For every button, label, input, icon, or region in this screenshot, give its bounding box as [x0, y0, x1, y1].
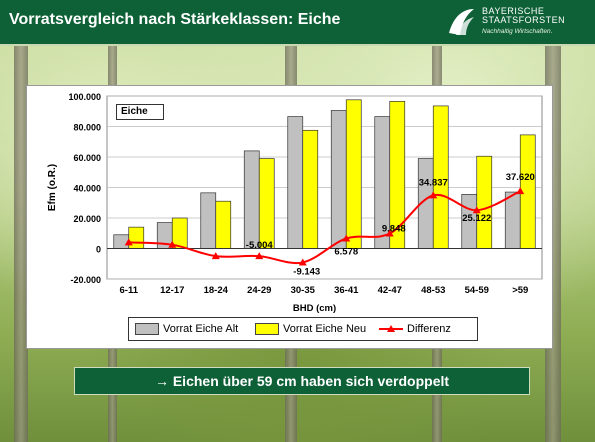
data-label: -9.143	[293, 266, 320, 277]
logo-tagline: Nachhaltig Wirtschaften.	[482, 28, 553, 35]
x-tick-label: 6-11	[120, 285, 139, 296]
legend-label-neu: Vorrat Eiche Neu	[283, 323, 367, 335]
logo-line1: BAYERISCHE	[482, 6, 545, 16]
bar-neu	[345, 99, 362, 249]
y-tick-label: 40.000	[73, 184, 101, 194]
header-bar: Vorratsvergleich nach Stärkeklassen: Eic…	[0, 0, 595, 46]
y-tick-label: 80.000	[73, 123, 101, 133]
differenz-marker	[472, 206, 481, 214]
differenz-marker	[124, 238, 133, 246]
logo-line2: STAATSFORSTEN	[482, 15, 566, 25]
x-tick-label: 24-29	[247, 285, 271, 296]
bar-neu	[215, 200, 232, 249]
legend-item-neu: Vorrat Eiche Neu	[255, 322, 366, 336]
bar-alt	[200, 192, 217, 249]
chart-inbox-label: Eiche	[116, 104, 164, 120]
bar-alt	[113, 234, 130, 249]
differenz-marker	[385, 229, 394, 237]
bar-alt	[504, 191, 521, 249]
differenz-marker	[255, 252, 264, 260]
y-tick-label: 20.000	[73, 214, 101, 224]
x-tick-label: >59	[512, 285, 528, 296]
x-axis-label: BHD (cm)	[293, 303, 336, 314]
data-label: 37.620	[506, 172, 535, 183]
x-tick-label: 12-17	[160, 285, 184, 296]
chart-panel: -20.000 0 20.000 40.000 60.000 80.000 100.000 6…	[26, 85, 553, 349]
x-tick-label: 54-59	[465, 285, 489, 296]
bar-alt	[330, 110, 347, 249]
data-label: -5.004	[246, 240, 274, 251]
x-tick-label: 18-24	[204, 285, 229, 296]
differenz-marker	[168, 240, 177, 248]
legend-label-alt: Vorrat Eiche Alt	[163, 323, 239, 335]
conclusion-banner: → Eichen über 59 cm haben sich verdoppel…	[74, 367, 530, 395]
y-tick-label: 60.000	[73, 153, 101, 163]
legend-label-diff: Differenz	[407, 323, 451, 335]
bar-neu	[171, 217, 188, 249]
bar-neu	[302, 129, 319, 249]
bar-alt	[287, 116, 304, 249]
differenz-marker	[211, 252, 220, 260]
bar-neu	[476, 155, 493, 249]
y-axis-label: Efm (o.R.)	[47, 164, 58, 211]
legend-swatch-neu	[255, 323, 279, 336]
x-tick-label: 30-35	[291, 285, 316, 296]
differenz-marker	[298, 258, 307, 266]
chart-legend: Vorrat Eiche Alt Vorrat Eiche Neu Differ…	[128, 317, 478, 341]
bar-alt	[243, 150, 260, 249]
data-label: 6.578	[334, 246, 358, 257]
logo: BAYERISCHE STAATSFORSTEN Nachhaltig Wirt…	[440, 3, 590, 41]
chart: -20.000 0 20.000 40.000 60.000 80.000 100.000 6…	[47, 92, 543, 314]
legend-swatch-diff	[379, 325, 403, 333]
legend-swatch-alt	[135, 323, 159, 336]
y-tick-label: 0	[96, 245, 101, 255]
page-title: Vorratsvergleich nach Stärkeklassen: Eic…	[9, 11, 341, 28]
differenz-line	[128, 190, 521, 265]
x-tick-label: 36-41	[334, 285, 359, 296]
y-tick-label: -20.000	[70, 275, 101, 285]
differenz-marker	[516, 187, 525, 195]
differenz-marker	[429, 191, 438, 199]
y-tick-label: 100.000	[68, 92, 101, 102]
legend-item-diff: Differenz	[379, 322, 451, 336]
data-label: 25.122	[462, 213, 491, 224]
legend-item-alt: Vorrat Eiche Alt	[135, 322, 238, 336]
differenz-marker	[342, 234, 351, 242]
x-tick-label: 42-47	[378, 285, 402, 296]
bar-neu	[258, 158, 275, 249]
x-tick-label: 48-53	[421, 285, 445, 296]
data-label: 34.837	[419, 177, 448, 188]
logo-icon	[449, 9, 474, 35]
data-label: 9.848	[382, 223, 406, 234]
